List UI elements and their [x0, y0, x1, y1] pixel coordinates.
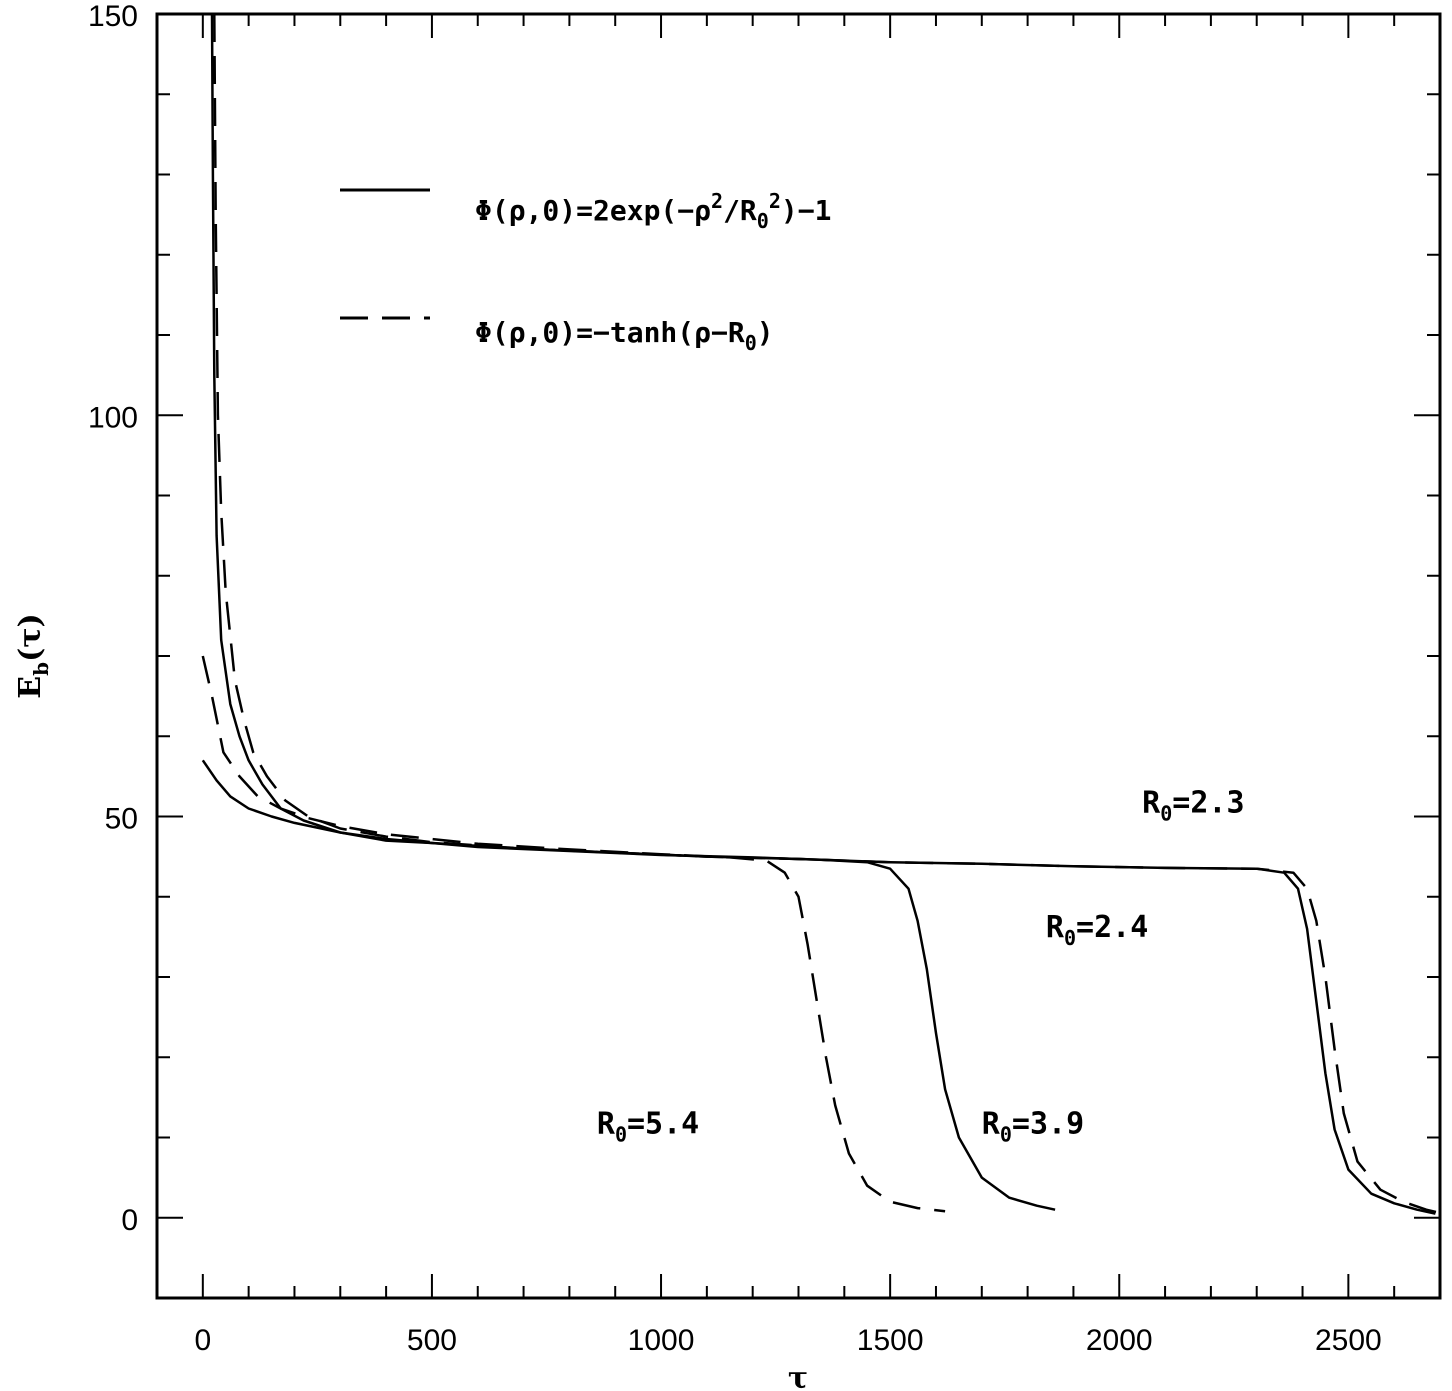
annotation-r0-2-3: R0=2.3: [1142, 785, 1244, 825]
legend: Φ(ρ,0)=2exp(−ρ2/R02)−1 Φ(ρ,0)=−tanh(ρ−R0…: [340, 188, 831, 355]
axis-ticks: [157, 13, 1441, 1299]
annotation-r0-3-9: R0=3.9: [982, 1106, 1084, 1146]
x-tick-label: 2500: [1315, 1324, 1382, 1357]
legend-entry-dashed: Φ(ρ,0)=−tanh(ρ−R0): [475, 316, 774, 355]
x-axis-label: τ: [788, 1361, 808, 1391]
annotations: R0=2.3 R0=2.4 R0=5.4 R0=3.9: [597, 785, 1245, 1146]
x-tick-label: 1500: [857, 1324, 924, 1357]
y-tick-label: 100: [88, 401, 138, 434]
legend-entry-solid: Φ(ρ,0)=2exp(−ρ2/R02)−1: [475, 189, 831, 233]
x-tick-label: 500: [407, 1324, 457, 1357]
y-tick-label: 50: [105, 803, 138, 836]
series-line-dashed-3: [201, 655, 946, 1213]
y-tick-label: 0: [121, 1204, 138, 1237]
series-layer: [201, 14, 1440, 1215]
y-axis-label: Eb(τ): [13, 613, 53, 698]
axis-tick-labels: 0 500 1000 1500 2000 2500 0 50 100 150: [88, 0, 1382, 1357]
x-tick-label: 2000: [1086, 1324, 1153, 1357]
series-line-solid-2: [201, 759, 1056, 1211]
annotation-r0-5-4: R0=5.4: [597, 1106, 699, 1146]
y-tick-label: 150: [88, 0, 138, 33]
annotation-r0-2-4: R0=2.4: [1046, 910, 1148, 950]
x-tick-label: 0: [194, 1324, 211, 1357]
x-tick-label: 1000: [628, 1324, 695, 1357]
